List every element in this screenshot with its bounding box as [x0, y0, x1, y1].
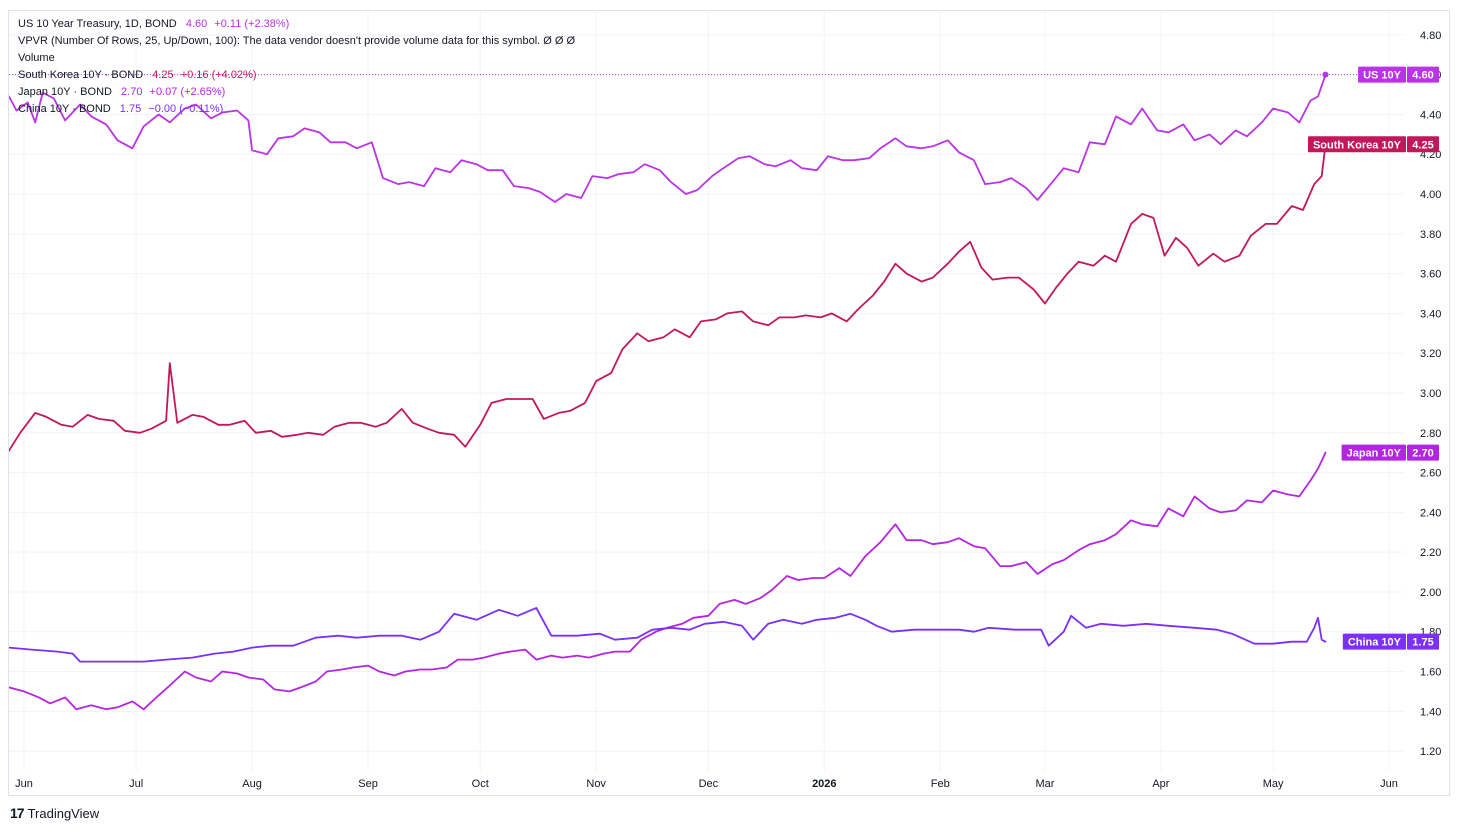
price-tag-china-10y[interactable]: China 10Y 1.75 [1342, 633, 1439, 650]
price-chart[interactable]: 1.201.401.601.802.002.202.402.602.803.00… [9, 11, 1449, 795]
x-tick-label: Feb [931, 778, 950, 790]
legend-main[interactable]: US 10 Year Treasury, 1D, BOND 4.60 +0.11… [18, 16, 575, 33]
svg-text:US 10Y: US 10Y [1363, 70, 1402, 82]
legend-main-value: 4.60 [185, 18, 208, 30]
chart-frame[interactable]: 1.20 1.40 1.60 1.80 2.00 2.20 2.40 2.60 2.80 3.00… [8, 10, 1450, 796]
x-tick-label: Jun [1380, 778, 1398, 790]
y-tick-label: 1.60 [1420, 667, 1441, 679]
x-tick-label: Dec [699, 778, 719, 790]
series-line-us-10y[interactable] [9, 73, 1327, 203]
y-tick-label: 3.40 [1420, 308, 1441, 320]
tradingview-logo-icon: 17 [10, 805, 25, 821]
y-tick-label: 2.00 [1420, 587, 1441, 599]
x-tick-label: Oct [472, 778, 489, 790]
legend-volume[interactable]: Volume [18, 50, 575, 67]
price-axis[interactable]: 1.201.401.601.802.002.202.402.602.803.00… [1420, 30, 1441, 758]
y-tick-label: 4.00 [1420, 189, 1441, 201]
y-tick-label: 3.80 [1420, 229, 1441, 241]
svg-text:Japan 10Y: Japan 10Y [1347, 448, 1402, 460]
time-axis[interactable]: Jun Jul Aug Sep Oct Nov Dec 2026 Feb Mar Apr May Jun [15, 778, 1398, 790]
svg-text:South Korea 10Y: South Korea 10Y [1313, 139, 1402, 151]
legend-series-china[interactable]: China 10Y · BOND 1.75 −0.00 (−0.11%) [18, 101, 575, 118]
y-tick-label: 2.40 [1420, 507, 1441, 519]
legend-series-japan[interactable]: Japan 10Y · BOND 2.70 +0.07 (+2.65%) [18, 84, 575, 101]
x-tick-label: Apr [1152, 778, 1169, 790]
svg-text:2.70: 2.70 [1412, 448, 1433, 460]
y-tick-label: 3.20 [1420, 348, 1441, 360]
tradingview-logo[interactable]: 17 TradingView [10, 805, 99, 821]
svg-text:China 10Y: China 10Y [1348, 637, 1402, 649]
y-tick-label: 2.80 [1420, 428, 1441, 440]
legend-vpvr-text: VPVR (Number Of Rows, 25, Up/Down, 100):… [18, 35, 576, 47]
legend-series-name: China 10Y · BOND [18, 103, 111, 115]
series-line-japan-10y[interactable] [9, 451, 1327, 711]
legend-series-change: −0.00 (−0.11%) [148, 103, 224, 115]
x-tick-label: Jun [15, 778, 33, 790]
price-tag-us-10y[interactable]: US 10Y 4.60 [1358, 66, 1439, 83]
legend-series-value: 4.25 [152, 69, 174, 81]
y-tick-label: 3.00 [1420, 388, 1441, 400]
legend-series-change: +0.16 (+4.02%) [180, 69, 257, 81]
svg-text:4.60: 4.60 [1412, 70, 1433, 82]
price-tags: US 10Y 4.60 South Korea 10Y 4.25 Japan 10Y 2.… [1307, 66, 1439, 650]
legend-series-change: +0.07 (+2.65%) [149, 86, 226, 98]
x-tick-label: May [1263, 778, 1284, 790]
x-tick-label: Nov [586, 778, 606, 790]
grid [9, 11, 1404, 771]
legend-series-korea[interactable]: South Korea 10Y · BOND 4.25 +0.16 (+4.02… [18, 67, 575, 84]
x-tick-label: Sep [358, 778, 378, 790]
legend-vpvr[interactable]: VPVR (Number Of Rows, 25, Up/Down, 100):… [18, 33, 575, 50]
series-lines [9, 71, 1404, 711]
legend-series-name: Japan 10Y · BOND [18, 86, 112, 98]
y-tick-label: 1.20 [1420, 746, 1441, 758]
y-tick-label: 1.40 [1420, 706, 1441, 718]
y-tick-label: 2.20 [1420, 547, 1441, 559]
legend-volume-text: Volume [18, 52, 55, 64]
svg-text:1.75: 1.75 [1412, 637, 1433, 649]
x-tick-label: Aug [242, 778, 262, 790]
series-line-south-korea-10y[interactable] [9, 143, 1327, 452]
y-tick-label: 3.60 [1420, 269, 1441, 281]
legend: US 10 Year Treasury, 1D, BOND 4.60 +0.11… [18, 16, 575, 118]
legend-main-name: US 10 Year Treasury, 1D, BOND [18, 18, 177, 30]
legend-series-value: 1.75 [119, 103, 142, 115]
x-tick-label: 2026 [812, 778, 836, 790]
tradingview-logo-text: TradingView [27, 805, 100, 821]
legend-series-name: South Korea 10Y · BOND [18, 69, 144, 81]
y-tick-label: 4.40 [1420, 109, 1441, 121]
x-tick-label: Jul [129, 778, 143, 790]
legend-series-value: 2.70 [121, 86, 143, 98]
svg-text:4.25: 4.25 [1412, 139, 1433, 151]
series-line-china-10y[interactable] [9, 607, 1327, 663]
y-tick-label: 2.60 [1420, 468, 1441, 480]
price-tag-japan-10y[interactable]: Japan 10Y 2.70 [1341, 444, 1439, 461]
price-tag-south-korea-10y[interactable]: South Korea 10Y 4.25 [1307, 136, 1439, 153]
x-tick-label: Mar [1035, 778, 1054, 790]
last-price-dot [1322, 71, 1329, 78]
y-tick-label: 4.80 [1420, 30, 1441, 42]
legend-main-change: +0.11 (+2.38%) [214, 18, 290, 30]
